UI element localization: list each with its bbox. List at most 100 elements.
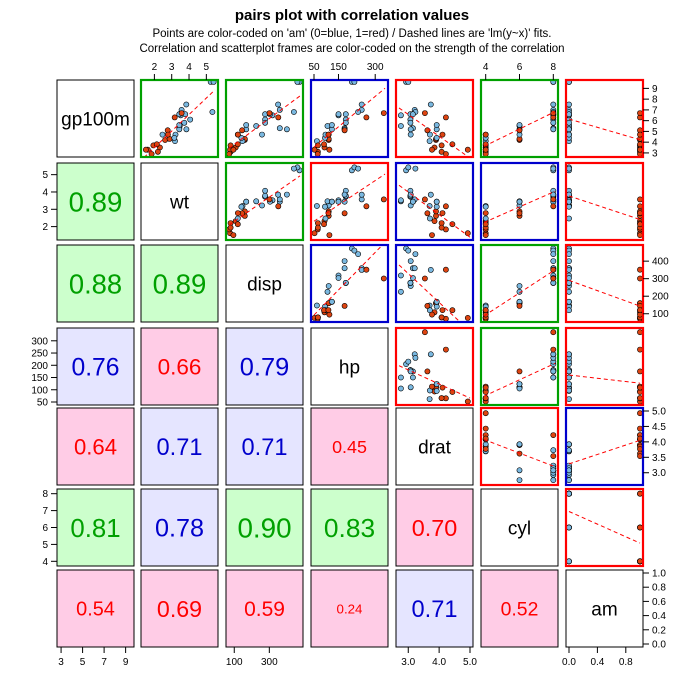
data-point — [566, 126, 572, 133]
correlation-panel-disp-gp100m: 0.88 — [56, 244, 135, 323]
correlation-frame — [310, 407, 389, 486]
data-point — [637, 232, 643, 238]
data-point — [482, 131, 489, 138]
tick-label: 300 — [261, 657, 278, 668]
data-point — [566, 111, 572, 118]
correlation-frame — [140, 569, 219, 648]
data-point — [341, 191, 348, 198]
tick-label: 1.0 — [652, 569, 666, 580]
correlation-panel-am-disp: 0.59 — [225, 569, 304, 648]
tick-label: 6 — [652, 116, 658, 127]
diagonal-frame — [395, 407, 474, 486]
data-point — [550, 126, 557, 133]
data-point — [397, 197, 404, 204]
data-point — [355, 165, 361, 172]
data-point — [266, 196, 273, 203]
tick-label: 8 — [42, 489, 48, 500]
data-point — [424, 302, 431, 309]
fit-line — [143, 89, 216, 157]
data-point — [442, 203, 449, 210]
data-point — [566, 558, 572, 565]
scatter-panel-wt-vs-cyl — [479, 161, 560, 242]
data-point — [637, 196, 643, 203]
tick-label: 300 — [31, 336, 48, 347]
data-point — [516, 283, 523, 289]
data-point — [482, 410, 489, 417]
data-point — [335, 275, 342, 281]
tick-label: 4 — [42, 557, 48, 568]
data-point — [516, 477, 523, 483]
correlation-frame — [140, 407, 219, 486]
fit-line — [483, 439, 556, 468]
correlation-value: 0.90 — [237, 513, 291, 544]
data-point — [183, 126, 190, 133]
data-point — [407, 191, 414, 198]
tick-label: 3 — [652, 148, 658, 159]
tick-label: 4.5 — [652, 422, 666, 433]
data-point — [328, 298, 335, 305]
data-point — [226, 151, 233, 157]
correlation-frame — [225, 327, 304, 406]
data-point — [405, 358, 412, 365]
correlation-frame — [225, 569, 304, 648]
data-point — [426, 396, 433, 402]
data-point — [380, 110, 387, 116]
chart-title: pairs plot with correlation values — [235, 7, 469, 24]
data-point — [243, 122, 250, 128]
diagonal-frame — [225, 244, 304, 323]
data-point — [427, 351, 434, 358]
diagonal-frame — [56, 79, 135, 158]
data-point — [407, 119, 414, 126]
correlation-frame — [480, 569, 559, 648]
fit-line — [483, 362, 556, 397]
correlation-panel-cyl-drat: 0.70 — [395, 488, 474, 567]
data-point — [427, 101, 434, 108]
tick-label: 5 — [42, 170, 48, 181]
data-point — [637, 368, 643, 375]
fit-line — [313, 87, 386, 148]
variable-label: gp100m — [61, 110, 130, 131]
data-point — [566, 396, 572, 402]
tick-label: 5.0 — [652, 407, 666, 418]
data-point — [637, 395, 643, 401]
data-point — [566, 119, 572, 126]
correlation-panel-drat-wt: 0.71 — [140, 407, 219, 486]
tick-label: 6 — [517, 62, 523, 73]
tick-label: 3 — [42, 205, 48, 216]
diagonal-frame — [480, 488, 559, 567]
variable-label: disp — [247, 275, 282, 296]
tick-label: 8 — [551, 62, 557, 73]
correlation-panel-cyl-hp: 0.83 — [310, 488, 389, 567]
data-point — [550, 251, 557, 257]
correlation-frame — [56, 569, 135, 648]
data-point — [238, 134, 245, 141]
scatter-panel-gp100m-vs-am — [564, 78, 645, 159]
data-point — [429, 311, 435, 318]
data-point — [266, 110, 273, 116]
data-point — [442, 346, 449, 353]
data-point — [407, 279, 414, 286]
data-point — [397, 112, 404, 119]
data-point — [566, 368, 572, 375]
tick-label: 0.0 — [562, 657, 576, 668]
data-point — [341, 210, 348, 217]
data-point — [325, 307, 332, 313]
data-point — [566, 215, 572, 222]
data-point — [482, 215, 489, 222]
data-point — [550, 467, 557, 474]
fit-line — [398, 264, 461, 322]
data-point — [550, 374, 557, 381]
data-point — [439, 384, 446, 391]
data-point — [409, 111, 416, 118]
scatter-panel-gp100m-vs-wt — [139, 78, 220, 159]
scatter-panel-wt-vs-am — [564, 161, 645, 242]
correlation-panel-am-gp100m: 0.54 — [56, 569, 135, 648]
data-point — [412, 354, 419, 361]
correlation-value: 0.66 — [158, 355, 202, 380]
data-point — [550, 368, 557, 375]
data-point — [351, 247, 358, 254]
tick-label: 200 — [652, 292, 669, 303]
correlation-frame — [310, 569, 389, 648]
data-point — [550, 329, 557, 336]
variable-label: drat — [418, 438, 451, 459]
